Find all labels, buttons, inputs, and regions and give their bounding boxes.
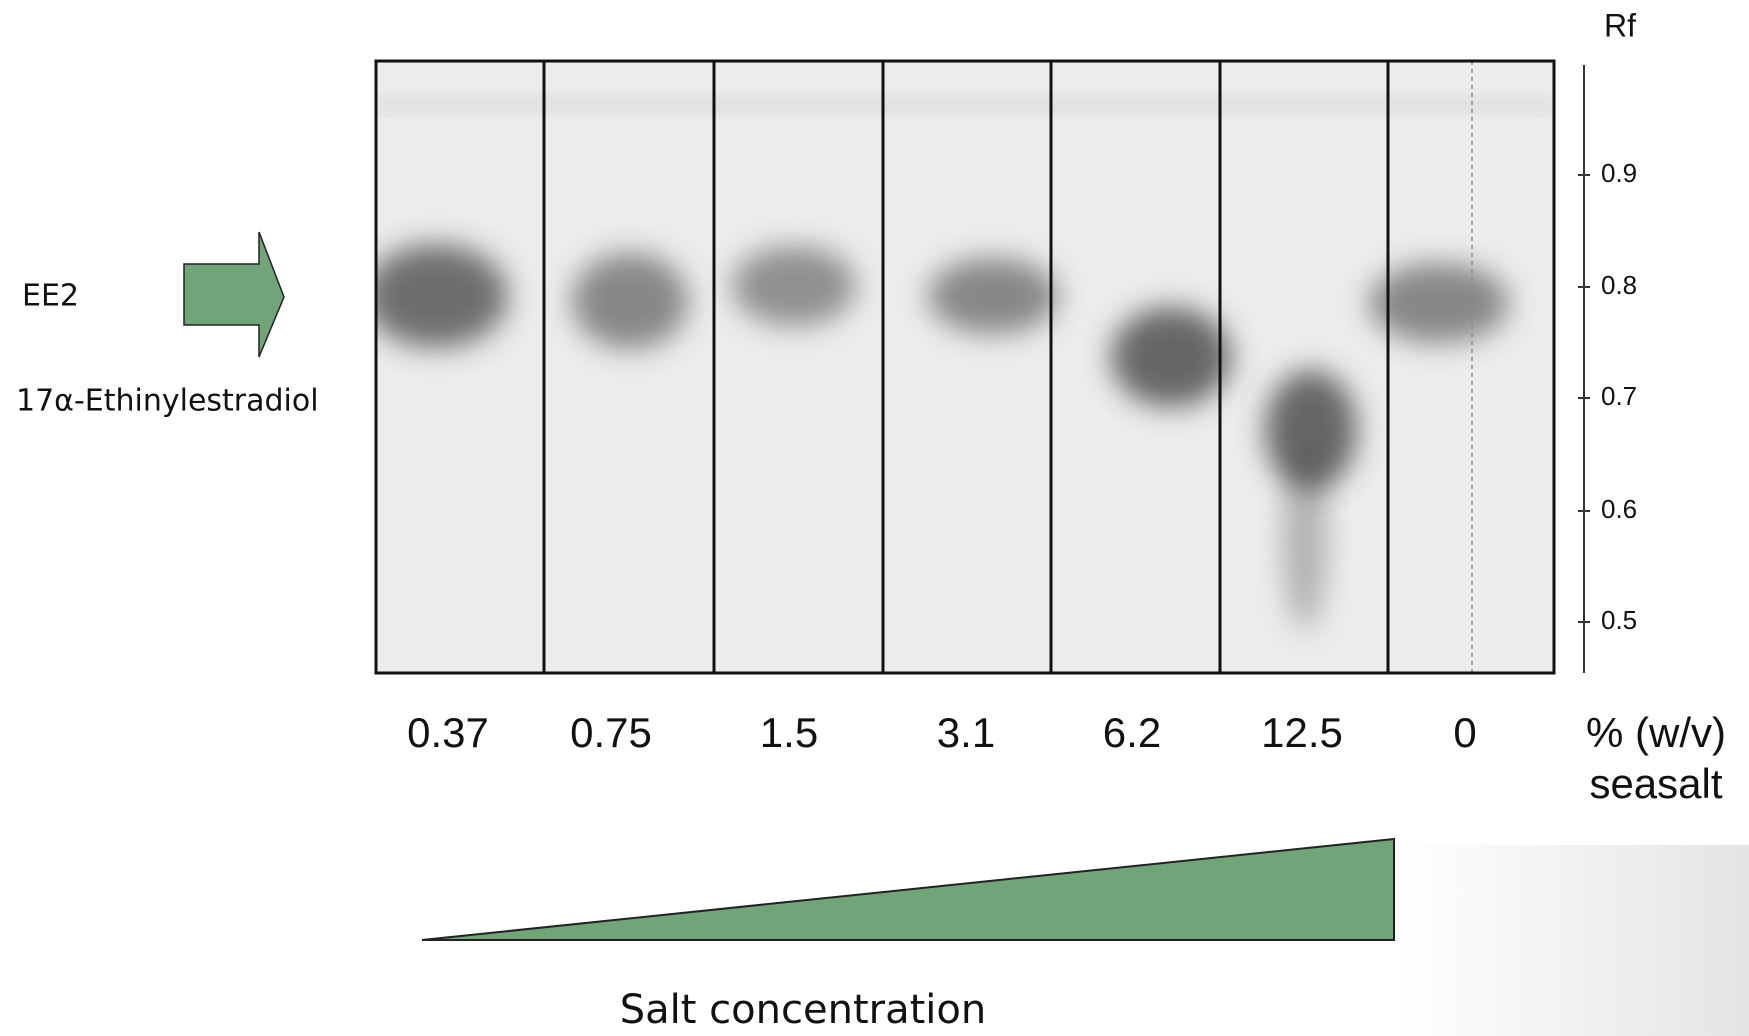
spots	[376, 244, 1509, 630]
lane-label: 0.37	[407, 709, 489, 756]
rf-tick-label: 0.6	[1601, 494, 1637, 524]
ee2-label: EE2	[22, 279, 79, 314]
salt-gradient	[421, 837, 1395, 941]
unit-line2: seasalt	[1589, 760, 1722, 807]
lane-label: 0.75	[570, 709, 652, 756]
rf-tick-label: 0.8	[1601, 270, 1637, 300]
lane-label: 0	[1453, 709, 1476, 756]
lane-label: 12.5	[1261, 709, 1343, 756]
lane-label: 1.5	[760, 709, 818, 756]
gradient-label: Salt concentration	[620, 987, 986, 1033]
unit-line1: % (w/v)	[1586, 709, 1726, 756]
background-shade	[1400, 845, 1749, 1036]
tlc-plate	[374, 59, 1556, 675]
compound-name: 17α-Ethinylestradiol	[16, 384, 319, 419]
rf-title: Rf	[1604, 7, 1636, 43]
rf-tick-label: 0.5	[1601, 605, 1637, 635]
rf-tick-label: 0.7	[1601, 381, 1637, 411]
lane-label: 6.2	[1103, 709, 1161, 756]
arrow	[183, 231, 285, 358]
rf-tick-label: 0.9	[1601, 158, 1637, 188]
lane-label: 3.1	[937, 709, 995, 756]
